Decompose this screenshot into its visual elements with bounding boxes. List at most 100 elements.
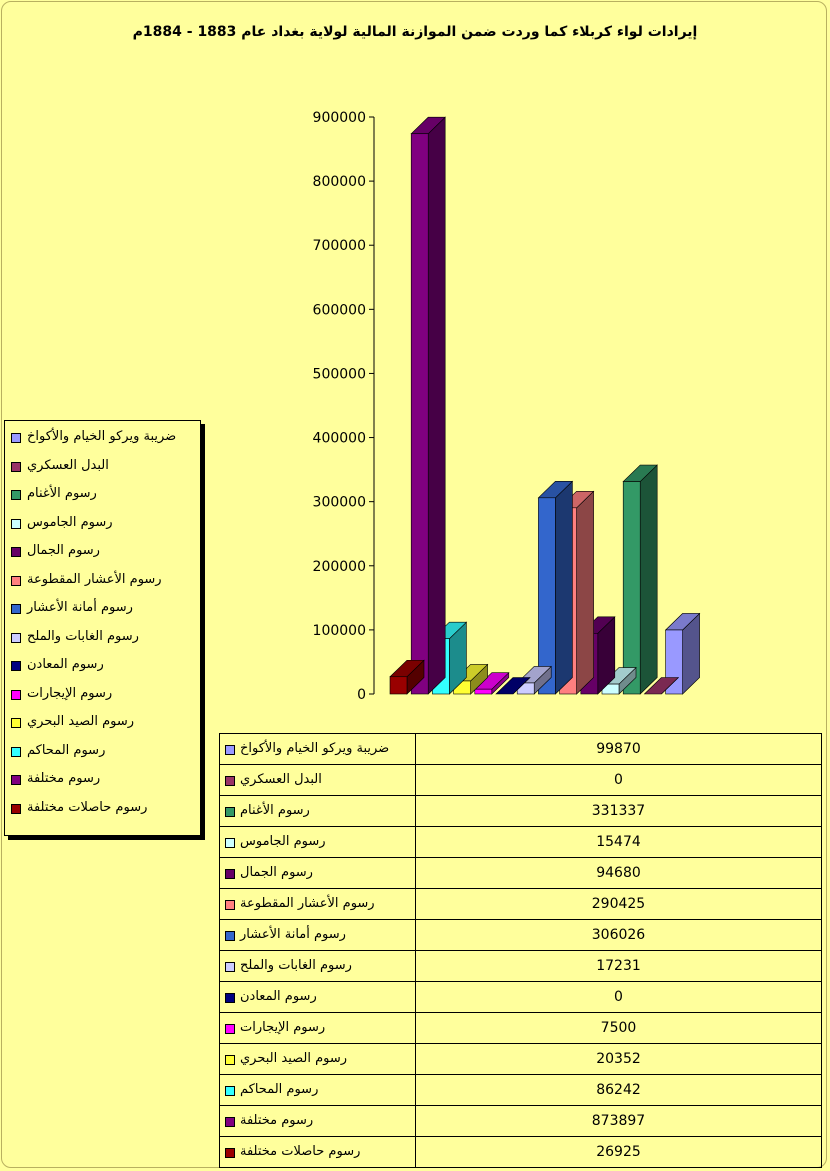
legend-label: رسوم الجمال [27, 543, 100, 558]
chart-title: إيرادات لواء كربلاء كما وردت ضمن الموازن… [132, 24, 698, 40]
legend-item: البدل العسكري [5, 457, 200, 477]
legend-label: رسوم الجاموس [27, 514, 113, 530]
table-swatch [225, 1117, 235, 1127]
table-swatch [225, 900, 235, 910]
table-row: رسوم أمانة الأعشار 306026 [219, 919, 822, 951]
table-series-name: رسوم مختلفة [240, 1113, 314, 1128]
legend-label: رسوم الإيجارات [27, 685, 113, 701]
table-series-cell: رسوم المعادن [219, 981, 416, 1013]
bar-side [639, 464, 658, 695]
table-series-name: رسوم الصيد البحري [240, 1051, 348, 1066]
table-swatch [225, 807, 235, 817]
legend-label: رسوم المحاكم [27, 742, 106, 758]
table-series-name: رسوم الأعشار المقطوعة [240, 896, 375, 911]
legend-swatch [11, 803, 21, 814]
table-row: رسوم مختلفة 873897 [219, 1105, 822, 1137]
chart-plot: 0 100000 200000 300000 400000 500000 600000 700… [313, 110, 701, 703]
table-row: رسوم الأغنام 331337 [219, 795, 822, 827]
table-value: 99870 [415, 733, 822, 765]
table-swatch [225, 962, 235, 972]
y-tick-label: 500000 [313, 366, 366, 382]
legend-swatch [11, 547, 21, 557]
legend-swatch [11, 775, 21, 785]
table-series-cell: رسوم مختلفة [219, 1105, 416, 1137]
y-tick-label: 0 [357, 687, 366, 703]
table-series-name: ضريبة ويركو الخيام والأكواخ [240, 741, 390, 756]
bar-side [555, 480, 573, 695]
table-series-cell: البدل العسكري [219, 764, 416, 796]
legend-item: رسوم الجمال [5, 542, 200, 562]
table-swatch [225, 869, 235, 879]
table-value: 94680 [415, 857, 822, 889]
legend-item: رسوم حاصلات مختلفة [5, 799, 200, 819]
table-swatch [225, 1086, 235, 1096]
legend-swatch [11, 604, 21, 614]
table-series-name: رسوم حاصلات مختلفة [240, 1144, 361, 1159]
legend-swatch [11, 632, 21, 643]
table-swatch [225, 931, 235, 941]
legend-label: البدل العسكري [27, 457, 109, 473]
legend-item: رسوم الجاموس [5, 514, 200, 534]
bar [410, 133, 429, 695]
table-value: 306026 [415, 919, 822, 951]
legend-label: رسوم المعادن [27, 657, 104, 672]
legend-label: رسوم الأغنام [27, 486, 97, 501]
table-value: 26925 [415, 1136, 822, 1168]
y-tick-label: 400000 [313, 431, 366, 447]
table-row: رسوم الأعشار المقطوعة 290425 [219, 888, 822, 920]
table-value: 0 [415, 981, 822, 1013]
table-series-cell: رسوم الإيجارات [219, 1012, 416, 1044]
legend-swatch [11, 461, 21, 472]
table-series-name: رسوم أمانة الأعشار [240, 927, 346, 942]
legend-item: رسوم المحاكم [5, 742, 200, 762]
legend-item: رسوم المعادن [5, 656, 200, 676]
legend-swatch [11, 490, 21, 500]
legend-swatch [11, 518, 21, 529]
legend-item: رسوم الأعشار المقطوعة [5, 571, 200, 591]
legend-label: رسوم حاصلات مختلفة [27, 799, 148, 815]
data-table: ضريبة ويركو الخيام والأكواخ 99870 البدل ال… [219, 733, 822, 1168]
y-tick-label: 100000 [313, 623, 366, 639]
legend-item: رسوم الغابات والملح [5, 628, 200, 648]
table-value: 15474 [415, 826, 822, 858]
table-series-name: رسوم المعادن [240, 989, 317, 1004]
table-row: رسوم المعادن 0 [219, 981, 822, 1013]
legend-item: رسوم الصيد البحري [5, 713, 200, 733]
bar-side [427, 116, 446, 695]
table-swatch [225, 1055, 235, 1065]
legend-item: رسوم مختلفة [5, 770, 200, 790]
y-tick-label: 700000 [313, 238, 366, 254]
table-series-cell: رسوم الجمال [219, 857, 416, 889]
table-series-cell: رسوم الصيد البحري [219, 1043, 416, 1075]
table-row: رسوم الجاموس 15474 [219, 826, 822, 858]
legend-label: رسوم الأعشار المقطوعة [27, 571, 162, 587]
legend-swatch [11, 661, 21, 671]
table-series-cell: رسوم الغابات والملح [219, 950, 416, 982]
table-value: 20352 [415, 1043, 822, 1075]
legend-item: رسوم أمانة الأعشار [5, 599, 200, 619]
table-swatch [225, 1148, 235, 1158]
table-series-cell: رسوم الأغنام [219, 795, 416, 827]
table-value: 17231 [415, 950, 822, 982]
chart-legend: ضريبة ويركو الخيام والأكواخ البدل العسكري… [4, 420, 201, 836]
y-tick-label: 600000 [313, 302, 366, 318]
legend-swatch [11, 718, 21, 728]
bar-side [576, 490, 594, 695]
legend-label: رسوم مختلفة [27, 771, 101, 786]
table-row: رسوم الصيد البحري 20352 [219, 1043, 822, 1075]
legend-swatch [11, 433, 21, 443]
bar [389, 676, 408, 695]
table-row: رسوم الغابات والملح 17231 [219, 950, 822, 982]
table-series-name: رسوم الأغنام [240, 803, 310, 818]
legend-label: رسوم أمانة الأعشار [27, 600, 133, 615]
legend-label: رسوم الصيد البحري [27, 714, 135, 729]
y-tick-label: 900000 [313, 110, 366, 126]
table-value: 873897 [415, 1105, 822, 1137]
table-swatch [225, 745, 235, 755]
bar [474, 688, 493, 695]
table-row: رسوم المحاكم 86242 [219, 1074, 822, 1106]
table-series-name: رسوم الإيجارات [240, 1020, 326, 1035]
table-series-cell: رسوم حاصلات مختلفة [219, 1136, 416, 1168]
table-row: ضريبة ويركو الخيام والأكواخ 99870 [219, 733, 822, 765]
